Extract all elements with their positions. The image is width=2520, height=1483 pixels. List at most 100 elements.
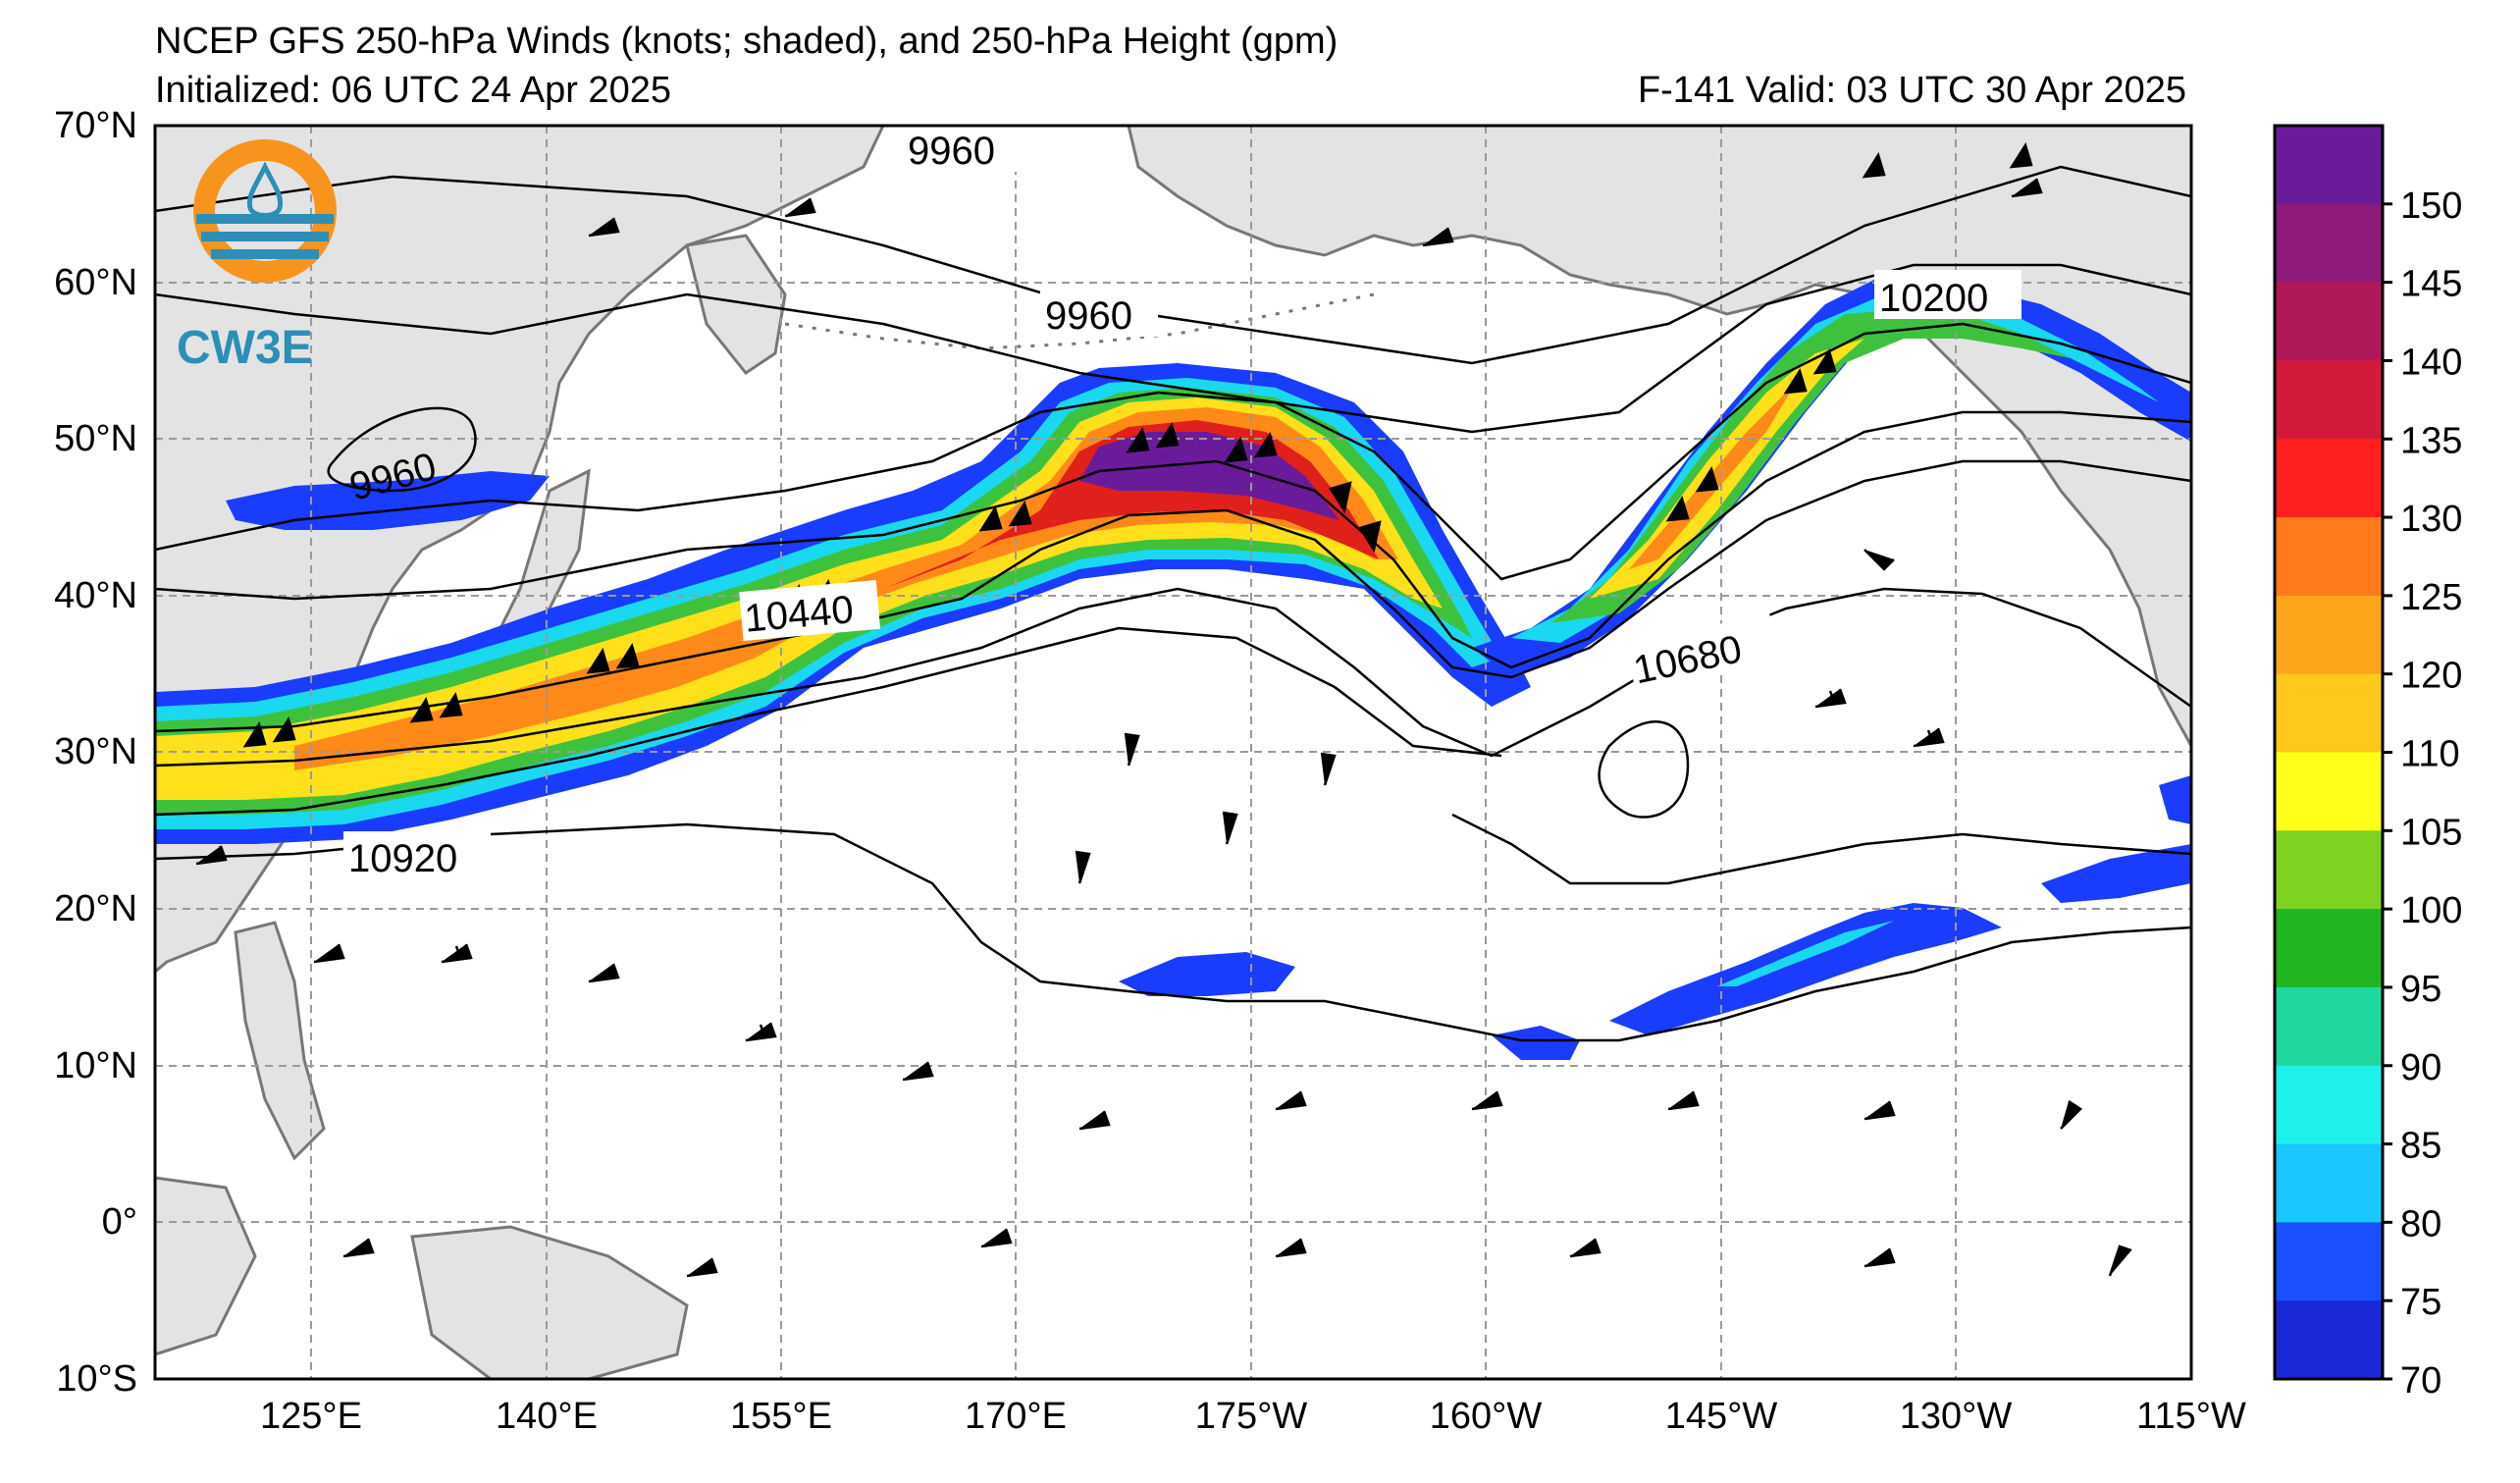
barb	[1913, 727, 1945, 748]
colorbar-label: 140	[2400, 342, 2462, 383]
barb	[1864, 1100, 1896, 1121]
barb	[1320, 752, 1337, 786]
barb	[1667, 1090, 1700, 1111]
logo-ring	[193, 139, 337, 283]
contour-line	[327, 406, 477, 493]
lat-label-70n: 70°N	[54, 105, 137, 146]
barb	[745, 1022, 777, 1042]
colorbar-label: 130	[2400, 499, 2462, 540]
valid-time: F-141 Valid: 03 UTC 30 Apr 2025	[1637, 70, 2186, 111]
barb	[1222, 811, 1238, 845]
pennant-barb	[242, 716, 296, 748]
colorbar-label: 110	[2400, 734, 2460, 775]
colorbar-label: 70	[2400, 1360, 2441, 1402]
barb	[342, 1238, 375, 1258]
contour-line	[155, 165, 2191, 365]
colorbar: 150 145 140 135 130 125 120 110 105 100 95 90 85 80 75…	[2273, 124, 2462, 1402]
jet-subtropical-cyan	[1717, 921, 1894, 986]
barb	[1814, 688, 1847, 709]
jet-subtropical-outer	[1609, 903, 2002, 1035]
barb	[2060, 1099, 2082, 1130]
pennant-barb	[1126, 422, 1180, 453]
latitude-labels: 70°N 60°N 50°N 40°N 30°N 20°N 10°N 0° 10…	[54, 105, 137, 1400]
barb	[784, 197, 816, 218]
land-kamchatka	[685, 234, 787, 376]
colorbar-swatch	[2275, 1222, 2383, 1301]
init-time: Initialized: 06 UTC 24 Apr 2025	[155, 70, 671, 111]
lon-label-155e: 155°E	[730, 1396, 832, 1437]
pennant-barb	[409, 692, 463, 723]
contour-label-bg	[1874, 270, 2021, 319]
colorbar-label: 100	[2400, 890, 2462, 931]
barb	[1124, 732, 1140, 767]
barb	[1078, 1110, 1111, 1131]
contour-label-10440: 10440	[743, 588, 856, 641]
map-frame	[153, 124, 2193, 1381]
colorbar-swatch	[2275, 595, 2383, 675]
contour-label-bg	[739, 579, 881, 641]
cw3e-logo: CW3E	[177, 139, 337, 374]
colorbar-swatch	[2275, 830, 2383, 910]
barb	[1864, 1247, 1896, 1268]
colorbar-swatch	[2275, 126, 2383, 205]
barb	[588, 963, 620, 983]
longitude-labels: 125°E 140°E 155°E 170°E 175°W 160°W 145°…	[260, 1396, 2246, 1437]
lon-label-145w: 145°W	[1665, 1396, 1778, 1437]
barb	[1864, 549, 1895, 571]
pennant-barb	[1862, 142, 2033, 179]
pennant-barb	[1224, 432, 1278, 463]
logo-text: CW3E	[177, 322, 313, 374]
barb	[2108, 1245, 2132, 1277]
lon-label-170e: 170°E	[965, 1396, 1067, 1437]
colorbar-label: 135	[2400, 420, 2462, 461]
lat-label-20n: 20°N	[54, 888, 137, 929]
contour-label-9960-top: 9960	[908, 130, 995, 173]
land-new-guinea	[410, 1225, 689, 1379]
barb	[1075, 850, 1091, 884]
barb	[1569, 1238, 1601, 1258]
lon-label-175w: 175°W	[1195, 1396, 1308, 1437]
colorbar-swatch	[2275, 1300, 2383, 1380]
contour-line	[155, 410, 2191, 669]
colorbar-swatch	[2275, 986, 2383, 1067]
contour-line	[1598, 720, 1690, 819]
lat-label-30n: 30°N	[54, 731, 137, 772]
contour-label-bg	[903, 123, 1021, 172]
jet-northwest-small	[226, 471, 550, 530]
contour-label-9960-mid: 9960	[1045, 294, 1132, 338]
contour-line	[155, 322, 2191, 581]
lon-label-130w: 130°W	[1900, 1396, 2013, 1437]
colorbar-swatch	[2275, 203, 2383, 284]
contour-label-10920: 10920	[348, 837, 457, 880]
lat-label-50n: 50°N	[54, 418, 137, 459]
barb	[588, 217, 620, 238]
barb	[441, 943, 473, 964]
contour-label-bg	[343, 831, 491, 880]
barb	[1422, 227, 1454, 247]
chart-title: NCEP GFS 250-hPa Winds (knots; shaded), …	[155, 21, 1339, 62]
colorbar-label: 120	[2400, 656, 2462, 697]
colorbar-label: 95	[2400, 969, 2441, 1010]
jet-east-edge	[2041, 844, 2191, 903]
colorbar-swatch	[2275, 1065, 2383, 1145]
barb	[902, 1061, 934, 1082]
lon-label-160w: 160°W	[1430, 1396, 1543, 1437]
contour-label-10200: 10200	[1879, 277, 1988, 320]
land-philippines	[234, 921, 326, 1161]
barb	[2011, 178, 2043, 198]
land-aleutians	[784, 292, 1375, 350]
drop-icon	[246, 161, 284, 218]
height-contours	[155, 165, 2191, 1042]
barb	[1275, 1090, 1307, 1111]
pennant-barb	[586, 643, 640, 674]
wind-barbs	[195, 142, 2132, 1278]
barb	[1275, 1238, 1307, 1258]
colorbar-swatch	[2275, 517, 2383, 597]
colorbar-swatch	[2275, 282, 2383, 361]
lat-label-40n: 40°N	[54, 575, 137, 616]
contour-label-bg	[1625, 612, 1780, 693]
pennant-barb	[1665, 466, 1719, 522]
lat-label-60n: 60°N	[54, 262, 137, 303]
lon-label-125e: 125°E	[260, 1396, 362, 1437]
